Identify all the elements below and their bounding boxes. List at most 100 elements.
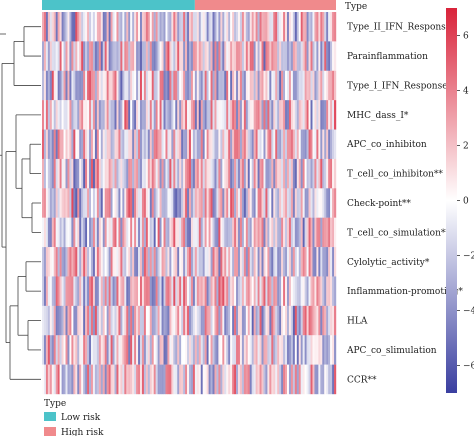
heatmap-cell <box>140 188 143 218</box>
heatmap-cell <box>65 247 68 277</box>
heatmap-cell <box>310 276 313 307</box>
heatmap-cell <box>106 129 109 160</box>
heatmap-cell <box>141 129 145 160</box>
heatmap-cell <box>165 129 168 160</box>
heatmap-cell <box>330 335 333 365</box>
heatmap-cell <box>175 70 178 101</box>
heatmap-cell <box>273 41 276 71</box>
heatmap-cell <box>130 305 133 336</box>
heatmap-cell <box>214 12 217 42</box>
heatmap-cell <box>179 217 182 248</box>
heatmap-cell <box>67 364 70 395</box>
heatmap-cell <box>67 188 70 218</box>
heatmap-cell <box>288 158 292 189</box>
heatmap-cell <box>277 364 280 395</box>
heatmap-cell <box>185 217 188 248</box>
heatmap-cell <box>85 12 88 42</box>
heatmap-cell <box>271 247 274 277</box>
heatmap-cell <box>279 276 282 307</box>
heatmap-cell <box>167 247 170 277</box>
heatmap-cell <box>147 276 150 307</box>
heatmap-cell <box>267 158 270 189</box>
heatmap-cell <box>98 247 101 277</box>
heatmap-cell <box>126 335 129 365</box>
heatmap-cell <box>192 70 196 101</box>
heatmap-cell <box>253 158 256 189</box>
heatmap-cell <box>87 12 90 42</box>
heatmap-cell <box>49 41 52 71</box>
heatmap-cell <box>263 129 266 160</box>
heatmap-cell <box>194 129 198 160</box>
heatmap-cell <box>298 12 301 42</box>
heatmap-cell <box>261 12 264 42</box>
heatmap-cell <box>45 12 49 42</box>
heatmap-cell <box>49 247 52 277</box>
heatmap-cell <box>214 100 217 130</box>
heatmap-cell <box>298 41 301 71</box>
heatmap-cell <box>116 41 119 71</box>
heatmap-cell <box>222 217 225 248</box>
heatmap-cell <box>77 158 80 189</box>
heatmap-cell <box>77 41 80 71</box>
heatmap-cell <box>236 364 239 395</box>
heatmap-cell <box>136 70 139 101</box>
heatmap-cell <box>332 100 335 130</box>
heatmap-cell <box>220 70 223 101</box>
heatmap-cell <box>155 247 158 277</box>
heatmap-cell <box>49 12 52 42</box>
heatmap-cell <box>332 335 335 365</box>
heatmap-cell <box>328 217 331 248</box>
heatmap-cell <box>126 247 129 277</box>
heatmap-cell <box>114 217 117 248</box>
heatmap-cell <box>165 188 168 218</box>
heatmap-cell <box>120 100 123 130</box>
heatmap-cell <box>206 129 209 160</box>
heatmap-cell <box>96 276 100 307</box>
heatmap-cell <box>120 247 123 277</box>
heatmap-cell <box>220 335 223 365</box>
heatmap-cell <box>79 276 82 307</box>
heatmap-cell <box>128 158 131 189</box>
heatmap-cell <box>69 129 72 160</box>
heatmap-cell <box>271 276 274 307</box>
heatmap-cell <box>67 305 70 336</box>
heatmap-cell <box>128 188 131 218</box>
heatmap-cell <box>42 12 45 42</box>
heatmap-cell <box>269 247 272 277</box>
heatmap-cell <box>189 188 192 218</box>
heatmap-cell <box>290 217 294 248</box>
heatmap-cell <box>169 70 172 101</box>
heatmap-cell <box>141 217 145 248</box>
heatmap-cell <box>234 217 237 248</box>
heatmap-cell <box>81 188 84 218</box>
heatmap-cell <box>206 41 209 71</box>
heatmap-cell <box>149 70 152 101</box>
heatmap-cell <box>189 364 192 395</box>
heatmap-cell <box>55 276 58 307</box>
heatmap-cell <box>310 70 313 101</box>
heatmap-cell <box>161 100 164 130</box>
heatmap-cell <box>63 41 66 71</box>
heatmap-cell <box>114 158 117 189</box>
heatmap-cell <box>238 12 241 42</box>
heatmap-cell <box>198 247 201 277</box>
heatmap-cell <box>322 335 325 365</box>
heatmap-cell <box>194 12 198 42</box>
heatmap-cell <box>69 335 72 365</box>
heatmap-cell <box>261 276 264 307</box>
heatmap-cell <box>243 335 247 365</box>
heatmap-cell <box>47 276 51 307</box>
heatmap-cell <box>185 70 188 101</box>
heatmap-cell <box>273 247 276 277</box>
heatmap-cell <box>241 41 245 71</box>
heatmap-cell <box>163 158 166 189</box>
heatmap-cell <box>45 41 49 71</box>
heatmap-cell <box>283 276 286 307</box>
heatmap-cell <box>330 12 333 42</box>
heatmap-cell <box>298 217 301 248</box>
heatmap-cell <box>91 188 94 218</box>
heatmap-cell <box>200 129 203 160</box>
heatmap-cell <box>161 335 164 365</box>
heatmap-cell <box>302 217 305 248</box>
heatmap-cell <box>318 129 321 160</box>
